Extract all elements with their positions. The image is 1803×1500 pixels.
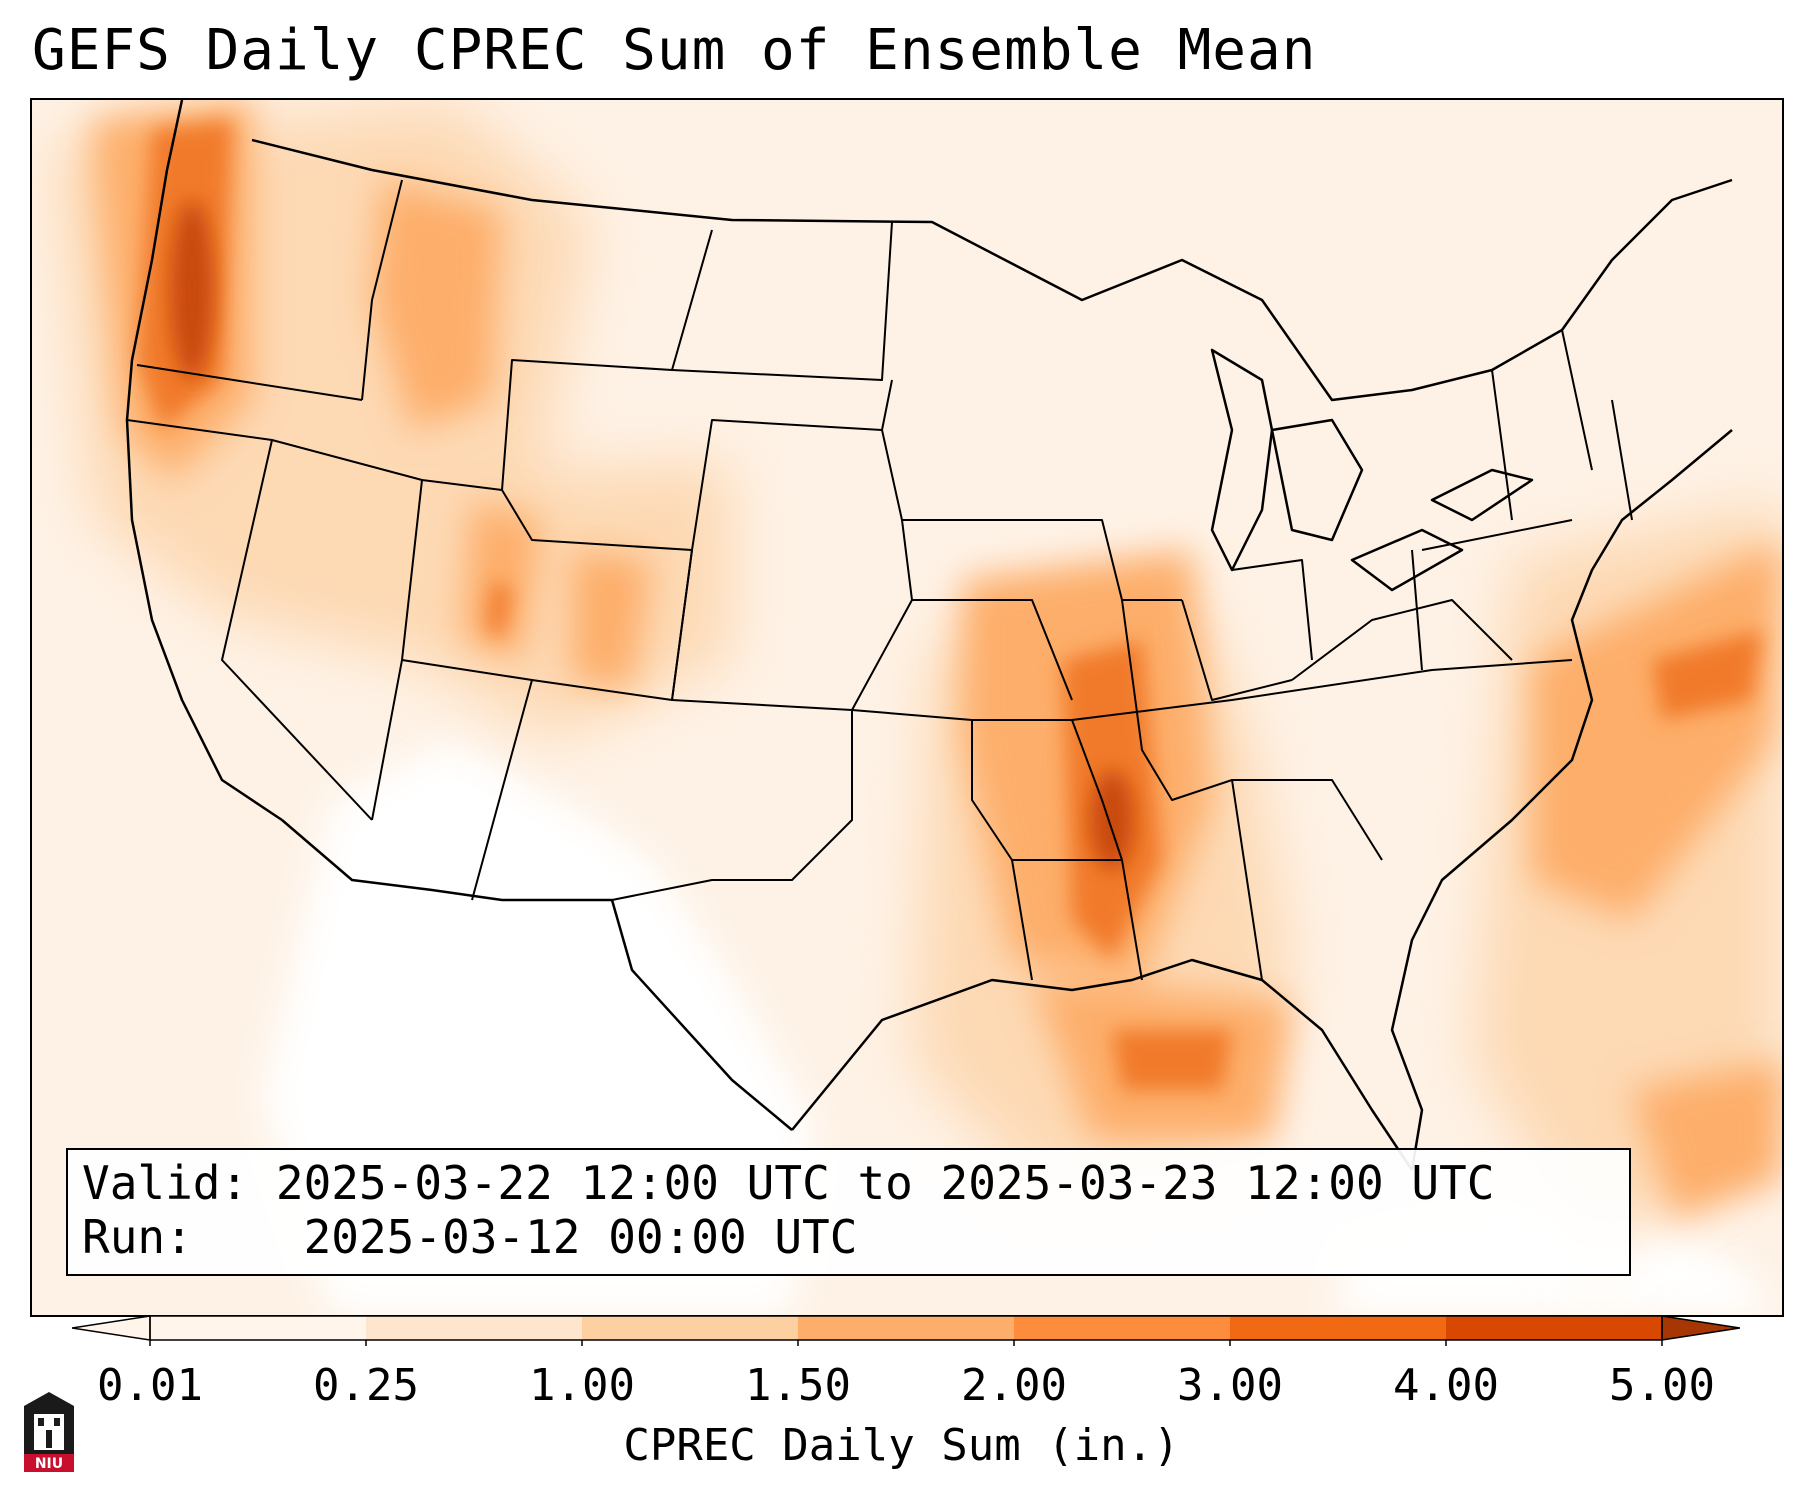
colorbar-segment [366, 1316, 583, 1340]
colorbar-segments [72, 1316, 1740, 1340]
colorbar [72, 1316, 1740, 1346]
chart-title: GEFS Daily CPREC Sum of Ensemble Mean [32, 18, 1317, 83]
colorbar-tick-label: 0.01 [97, 1360, 203, 1411]
colorbar-segment [1230, 1316, 1447, 1340]
colorbar-segment [582, 1316, 799, 1340]
colorbar-tick-label: 1.50 [745, 1360, 851, 1411]
colorbar-ticks [149, 1340, 1663, 1346]
map-panel [30, 98, 1784, 1317]
valid-run-info-box: Valid: 2025-03-22 12:00 UTC to 2025-03-2… [66, 1148, 1631, 1276]
colorbar-segment [1446, 1316, 1663, 1340]
run-label: Run: [82, 1210, 193, 1264]
colorbar-extend-low [72, 1316, 150, 1340]
colorbar-tick-label: 1.00 [529, 1360, 635, 1411]
colorbar-segment [1014, 1316, 1231, 1340]
colorbar-tick-label: 3.00 [1177, 1360, 1283, 1411]
colorbar-tick-label: 5.00 [1609, 1360, 1715, 1411]
university-tower-icon: NIU [24, 1392, 74, 1472]
colorbar-tick-label: 0.25 [313, 1360, 419, 1411]
precip-map [32, 100, 1782, 1315]
valid-label: Valid: [82, 1156, 249, 1210]
state-boundaries [126, 179, 1633, 981]
colorbar-label: CPREC Daily Sum (in.) [623, 1420, 1180, 1471]
colorbar-tick-label: 4.00 [1393, 1360, 1499, 1411]
colorbar-segment [150, 1316, 367, 1340]
run-time: 2025-03-12 00:00 UTC [303, 1210, 858, 1264]
colorbar-tick-label: 2.00 [961, 1360, 1067, 1411]
colorbar-segment [798, 1316, 1015, 1340]
logo-text: NIU [35, 1456, 63, 1472]
country-outline [125, 100, 1733, 1171]
colorbar-extend-high [1662, 1316, 1740, 1340]
valid-time-range: 2025-03-22 12:00 UTC to 2025-03-23 12:00… [275, 1156, 1495, 1210]
